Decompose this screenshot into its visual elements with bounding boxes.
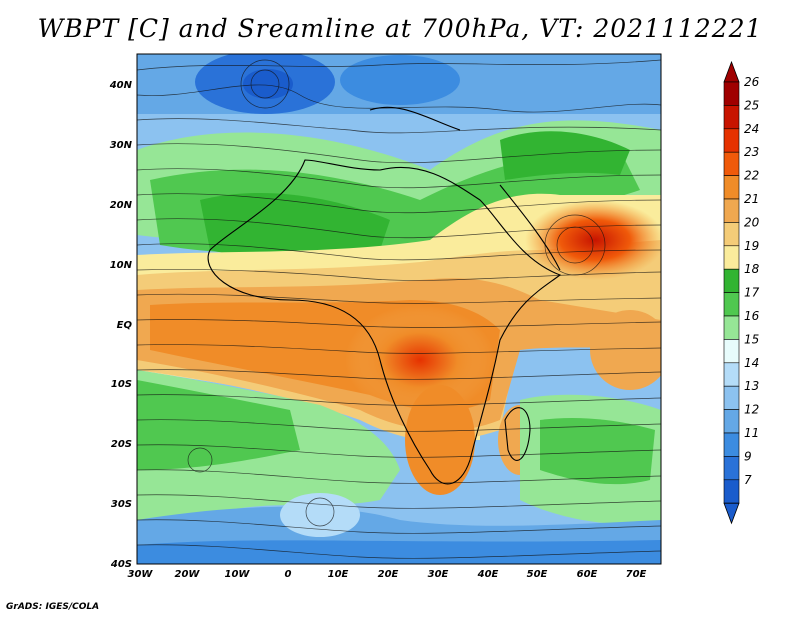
- colorbar-segment: [723, 175, 740, 200]
- lon-tick-label: 10W: [225, 569, 251, 580]
- lon-tick-label: 30W: [128, 569, 154, 580]
- colorbar-tick-label: 11: [744, 426, 759, 440]
- colorbar-arrow-top: [723, 60, 740, 83]
- colorbar-segment: [723, 81, 740, 106]
- colorbar-segment: [723, 456, 740, 481]
- colorbar-tick-label: 15: [744, 332, 759, 346]
- lon-tick-label: 10E: [328, 569, 349, 580]
- colorbar-tick-label: 18: [744, 262, 760, 276]
- lon-tick-label: 50E: [527, 569, 548, 580]
- colorbar-tick-label: 26: [744, 75, 760, 89]
- colorbar-tick-label: 12: [744, 403, 759, 417]
- colorbar-tick-label: 19: [744, 239, 759, 253]
- colorbar-tick-label: 9: [744, 449, 752, 463]
- colorbar-segment: [723, 339, 740, 364]
- colorbar: 26 25 24 23 22 21 20 19 18 17 16 15 14 13 12 11 9 7: [723, 60, 760, 525]
- lat-tick-label: 30S: [111, 499, 132, 510]
- colorbar-segment: [723, 128, 740, 153]
- colorbar-tick-label: 21: [744, 192, 759, 206]
- lat-tick-label: 40S: [110, 559, 132, 570]
- lat-tick-label: 20S: [111, 439, 132, 450]
- map-title: WBPT [C] and Sreamline at 700hPa, VT: 20…: [37, 14, 763, 43]
- lat-tick-label: 10S: [111, 379, 132, 390]
- colorbar-tick-label: 14: [744, 356, 759, 370]
- colorbar-tick-label: 13: [744, 379, 759, 393]
- lat-tick-label: 40N: [109, 80, 133, 91]
- lon-tick-label: 40E: [477, 569, 499, 580]
- colorbar-segment: [723, 315, 740, 340]
- lon-tick-label: 0: [285, 569, 292, 580]
- colorbar-segment: [723, 151, 740, 176]
- lat-tick-label: 10N: [110, 260, 133, 271]
- colorbar-tick-label: 17: [744, 286, 760, 300]
- colorbar-tick-label: 23: [744, 145, 759, 159]
- lat-axis: 40N 30N 20N 10N EQ 10S 20S 30S 40S: [109, 80, 133, 570]
- colorbar-tick-label: 7: [744, 473, 752, 487]
- colorbar-tick-label: 16: [744, 309, 760, 323]
- lat-tick-label: 20N: [110, 200, 133, 211]
- colorbar-segment: [723, 245, 740, 270]
- colorbar-segment: [723, 385, 740, 410]
- lon-tick-label: 60E: [577, 569, 598, 580]
- colorbar-segment: [723, 409, 740, 434]
- colorbar-segment: [723, 198, 740, 223]
- lon-axis: 30W 20W 10W 0 10E 20E 30E 40E 50E 60E 70…: [128, 569, 647, 580]
- map-frame: [136, 53, 662, 565]
- footer-credit: GrADS: IGES/COLA: [6, 602, 100, 612]
- lon-tick-label: 70E: [626, 569, 647, 580]
- colorbar-tick-label: 22: [744, 169, 759, 183]
- colorbar-segment: [723, 432, 740, 457]
- colorbar-segment: [723, 268, 740, 293]
- lat-tick-label: 30N: [110, 140, 133, 151]
- colorbar-tick-label: 20: [744, 215, 760, 229]
- colorbar-segment: [723, 362, 740, 387]
- lat-tick-label: EQ: [117, 320, 133, 331]
- lon-tick-label: 30E: [428, 569, 449, 580]
- colorbar-segment: [723, 105, 740, 130]
- colorbar-segment: [723, 222, 740, 247]
- lon-tick-label: 20W: [175, 569, 201, 580]
- colorbar-segment: [723, 479, 740, 504]
- lon-tick-label: 20E: [378, 569, 399, 580]
- map-plot-area: [137, 54, 661, 564]
- colorbar-segment: [723, 292, 740, 317]
- colorbar-arrow-bottom: [723, 502, 740, 525]
- colorbar-tick-label: 25: [744, 98, 759, 112]
- colorbar-tick-label: 24: [744, 122, 759, 136]
